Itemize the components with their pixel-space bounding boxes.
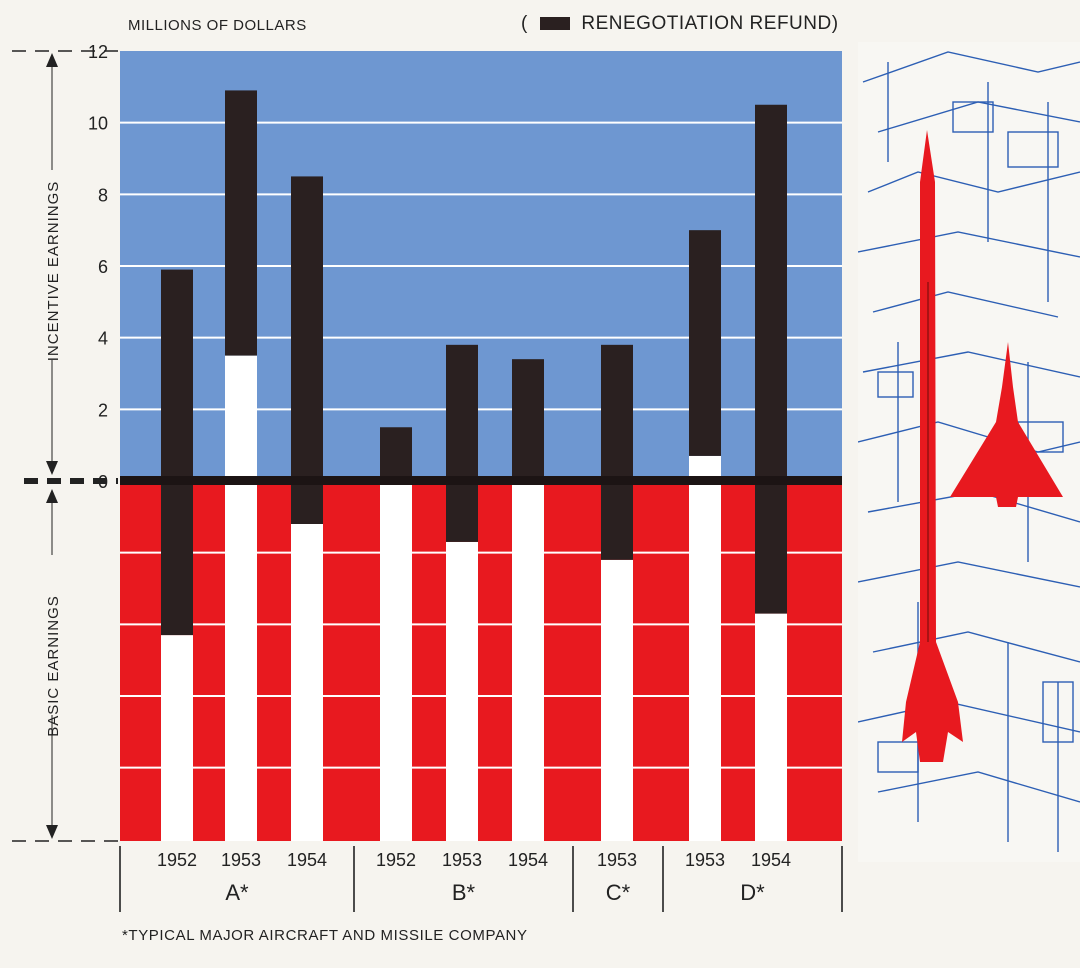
- x-tick-label: 1952: [157, 850, 197, 870]
- legend-label: RENEGOTIATION REFUND): [581, 13, 839, 34]
- earnings-bar: [161, 635, 193, 841]
- refund-bar: [225, 90, 257, 356]
- x-tick-label: 1954: [508, 850, 548, 870]
- x-tick-label: 1954: [287, 850, 327, 870]
- legend: ( RENEGOTIATION REFUND): [521, 13, 839, 35]
- group-label: C*: [606, 880, 631, 905]
- earnings-bar: [689, 455, 721, 841]
- y-axis-title: MILLIONS OF DOLLARS: [128, 17, 307, 34]
- legend-swatch: [539, 17, 570, 30]
- incentive-earnings-label: INCENTIVE EARNINGS: [45, 181, 62, 362]
- x-tick-label: 1953: [442, 850, 482, 870]
- legend-open-paren: (: [521, 13, 528, 34]
- refund-bar: [689, 230, 721, 456]
- earnings-bar: [755, 613, 787, 841]
- y-tick-label: 10: [88, 114, 108, 134]
- x-tick-label: 1952: [376, 850, 416, 870]
- zero-baseline: [120, 476, 842, 485]
- aircraft-icon: [950, 342, 1063, 507]
- earnings-bar: [380, 481, 412, 841]
- earnings-bar: [446, 541, 478, 841]
- earnings-bar: [601, 559, 633, 841]
- refund-bar: [601, 344, 633, 560]
- y-tick-label: 12: [88, 42, 108, 62]
- earnings-bar: [512, 484, 544, 841]
- x-tick-label: 1954: [751, 850, 791, 870]
- missile-illustration: [858, 42, 1080, 862]
- footnote: *TYPICAL MAJOR AIRCRAFT AND MISSILE COMP…: [122, 927, 528, 944]
- x-tick-label: 1953: [597, 850, 637, 870]
- refund-bar: [755, 104, 787, 614]
- arrow-up-icon: [46, 489, 58, 503]
- earnings-bar: [291, 524, 323, 841]
- basic-earnings-label: BASIC EARNINGS: [45, 595, 62, 737]
- x-tick-label: 1953: [221, 850, 261, 870]
- refund-bar: [291, 176, 323, 524]
- y-tick-label: 4: [98, 329, 108, 349]
- y-tick-label: 6: [98, 257, 108, 277]
- group-label: D*: [740, 880, 765, 905]
- y-tick-label: 8: [98, 185, 108, 205]
- group-label: B*: [452, 880, 476, 905]
- x-tick-label: 1953: [685, 850, 725, 870]
- earnings-bar: [225, 355, 257, 841]
- refund-bar: [161, 269, 193, 636]
- missile-icon: [902, 130, 963, 762]
- refund-bar: [446, 344, 478, 542]
- arrow-down-icon: [46, 461, 58, 475]
- refund-bar: [380, 427, 412, 481]
- arrow-up-icon: [46, 53, 58, 67]
- y-tick-label: 2: [98, 400, 108, 420]
- arrow-down-icon: [46, 825, 58, 839]
- group-label: A*: [225, 880, 249, 905]
- refund-bar: [512, 359, 544, 485]
